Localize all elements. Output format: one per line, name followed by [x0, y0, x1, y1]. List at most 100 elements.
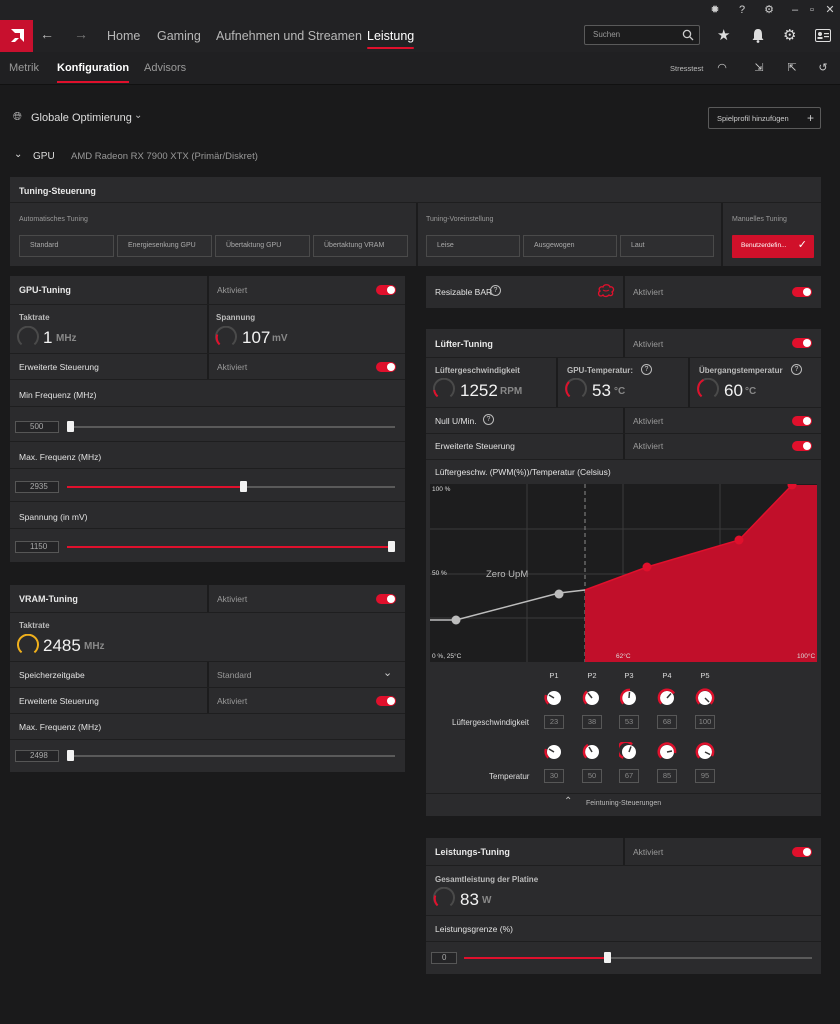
max-freq-input[interactable]: 2935: [15, 481, 59, 493]
minimize-icon[interactable]: –: [791, 4, 799, 16]
profile-dropdown[interactable]: Globale Optimierung: [31, 112, 132, 124]
point-label-p4: P4: [662, 671, 672, 680]
account-card-icon[interactable]: [815, 29, 831, 42]
chevron-down-icon[interactable]: ⌄: [134, 110, 143, 121]
temp-value-p3[interactable]: 67: [619, 769, 639, 783]
vram-advanced-toggle[interactable]: [376, 696, 396, 706]
power-tuning-toggle[interactable]: [792, 847, 812, 857]
temp-knob-p2[interactable]: [582, 742, 602, 762]
nav-record-stream[interactable]: Aufnehmen und Streamen: [216, 29, 362, 43]
gpu-tuning-toggle[interactable]: [376, 285, 396, 295]
forward-icon[interactable]: →: [74, 26, 88, 42]
add-game-profile-button[interactable]: Spielprofil hinzufügen +: [708, 107, 821, 129]
speed-knob-p3[interactable]: [619, 688, 639, 708]
resizable-bar-toggle[interactable]: [792, 287, 812, 297]
fan-tuning-toggle[interactable]: [792, 338, 812, 348]
slider-thumb[interactable]: [67, 750, 74, 761]
zero-rpm-toggle[interactable]: [792, 416, 812, 426]
divider: [207, 305, 209, 353]
temp-knob-p4[interactable]: [657, 742, 677, 762]
curve-point[interactable]: [787, 484, 797, 490]
info-icon[interactable]: ?: [483, 414, 494, 425]
plus-icon: +: [806, 111, 814, 125]
speed-knob-p2[interactable]: [582, 688, 602, 708]
speed-value-p4[interactable]: 68: [657, 715, 677, 729]
chevron-down-icon[interactable]: ⌄: [383, 667, 393, 679]
memory-timing-dropdown[interactable]: Standard: [217, 670, 252, 680]
info-icon[interactable]: ?: [641, 364, 652, 375]
nav-gaming[interactable]: Gaming: [157, 29, 201, 43]
vram-tuning-toggle[interactable]: [376, 594, 396, 604]
min-freq-input[interactable]: 500: [15, 421, 59, 433]
fan-advanced-toggle[interactable]: [792, 441, 812, 451]
stresstest-label[interactable]: Stresstest: [670, 64, 704, 73]
curve-point[interactable]: [554, 589, 564, 599]
search-input[interactable]: Suchen: [584, 25, 700, 45]
vram-max-freq-input[interactable]: 2498: [15, 750, 59, 762]
slider-thumb[interactable]: [240, 481, 247, 492]
slider-thumb[interactable]: [388, 541, 395, 552]
nav-performance[interactable]: Leistung: [367, 20, 415, 52]
bug-icon[interactable]: ✹: [710, 4, 720, 16]
voltage-mv-input[interactable]: 1150: [15, 541, 59, 553]
curve-point[interactable]: [734, 535, 744, 545]
close-icon[interactable]: ✕: [825, 4, 835, 16]
auto-undervolt-button[interactable]: Energiesenkung GPU: [117, 235, 212, 257]
speed-knob-p1[interactable]: [544, 688, 564, 708]
temp-knob-p3[interactable]: [619, 742, 639, 762]
settings-gear-icon[interactable]: ⚙: [783, 27, 797, 44]
fan-curve-chart[interactable]: [430, 484, 817, 662]
info-icon[interactable]: ?: [490, 285, 501, 296]
export-icon[interactable]: ⇱: [787, 62, 797, 74]
slider-thumb[interactable]: [67, 421, 74, 432]
auto-overclock-vram-button[interactable]: Übertaktung VRAM: [313, 235, 408, 257]
temp-value-p1[interactable]: 30: [544, 769, 564, 783]
favorite-star-icon[interactable]: ★: [717, 27, 731, 44]
power-limit-input[interactable]: 0: [431, 952, 457, 964]
chevron-up-icon[interactable]: ⌃: [564, 796, 573, 807]
reset-icon[interactable]: ↺: [818, 62, 828, 74]
power-tuning-title: Leistungs-Tuning: [435, 847, 510, 857]
speed-value-p3[interactable]: 53: [619, 715, 639, 729]
speed-value-p2[interactable]: 38: [582, 715, 602, 729]
temp-value-p2[interactable]: 50: [582, 769, 602, 783]
gpu-advanced-toggle[interactable]: [376, 362, 396, 372]
speed-value-p5[interactable]: 100: [695, 715, 715, 729]
search-icon: [682, 29, 694, 41]
preset-quiet-button[interactable]: Leise: [426, 235, 520, 257]
divider: [556, 358, 558, 407]
info-icon[interactable]: ?: [791, 364, 802, 375]
temp-value-p5[interactable]: 95: [695, 769, 715, 783]
manual-custom-button[interactable]: Benutzerdefin... ✓: [732, 235, 814, 258]
temp-value-p4[interactable]: 85: [657, 769, 677, 783]
curve-point[interactable]: [642, 562, 652, 572]
notifications-bell-icon[interactable]: [751, 28, 765, 43]
tab-configuration[interactable]: Konfiguration: [57, 52, 130, 85]
tab-metrics[interactable]: Metrik: [9, 62, 39, 74]
nav-home[interactable]: Home: [107, 29, 141, 43]
speed-value-p1[interactable]: 23: [544, 715, 564, 729]
stresstest-gauge-icon[interactable]: ◠: [717, 62, 727, 74]
gpu-voltage-label: Spannung: [216, 313, 256, 322]
slider-thumb[interactable]: [604, 952, 611, 963]
help-icon[interactable]: ?: [738, 4, 746, 16]
preset-balanced-button[interactable]: Ausgewogen: [523, 235, 617, 257]
auto-standard-button[interactable]: Standard: [19, 235, 114, 257]
speed-knob-p5[interactable]: [695, 688, 715, 708]
preset-loud-button[interactable]: Laut: [620, 235, 714, 257]
temp-knob-p5[interactable]: [695, 742, 715, 762]
back-icon[interactable]: ←: [40, 26, 54, 42]
amd-logo[interactable]: [0, 20, 33, 52]
settings-icon[interactable]: ⚙: [764, 4, 774, 16]
temp-knob-p1[interactable]: [544, 742, 564, 762]
fine-tuning-toggle[interactable]: Feintuning-Steuerungen: [586, 800, 662, 807]
import-icon[interactable]: ⇲: [754, 62, 764, 74]
curve-point[interactable]: [451, 615, 461, 625]
collapse-chevron-icon[interactable]: ⌄: [14, 149, 23, 160]
maximize-icon[interactable]: ▫: [810, 4, 814, 16]
auto-overclock-gpu-button[interactable]: Übertaktung GPU: [215, 235, 310, 257]
gpu-advanced-label: Erweiterte Steuerung: [19, 362, 99, 372]
speed-knob-p4[interactable]: [657, 688, 677, 708]
tab-advisors[interactable]: Advisors: [144, 62, 187, 74]
memory-timing-label: Speicherzeitgabe: [19, 670, 85, 680]
